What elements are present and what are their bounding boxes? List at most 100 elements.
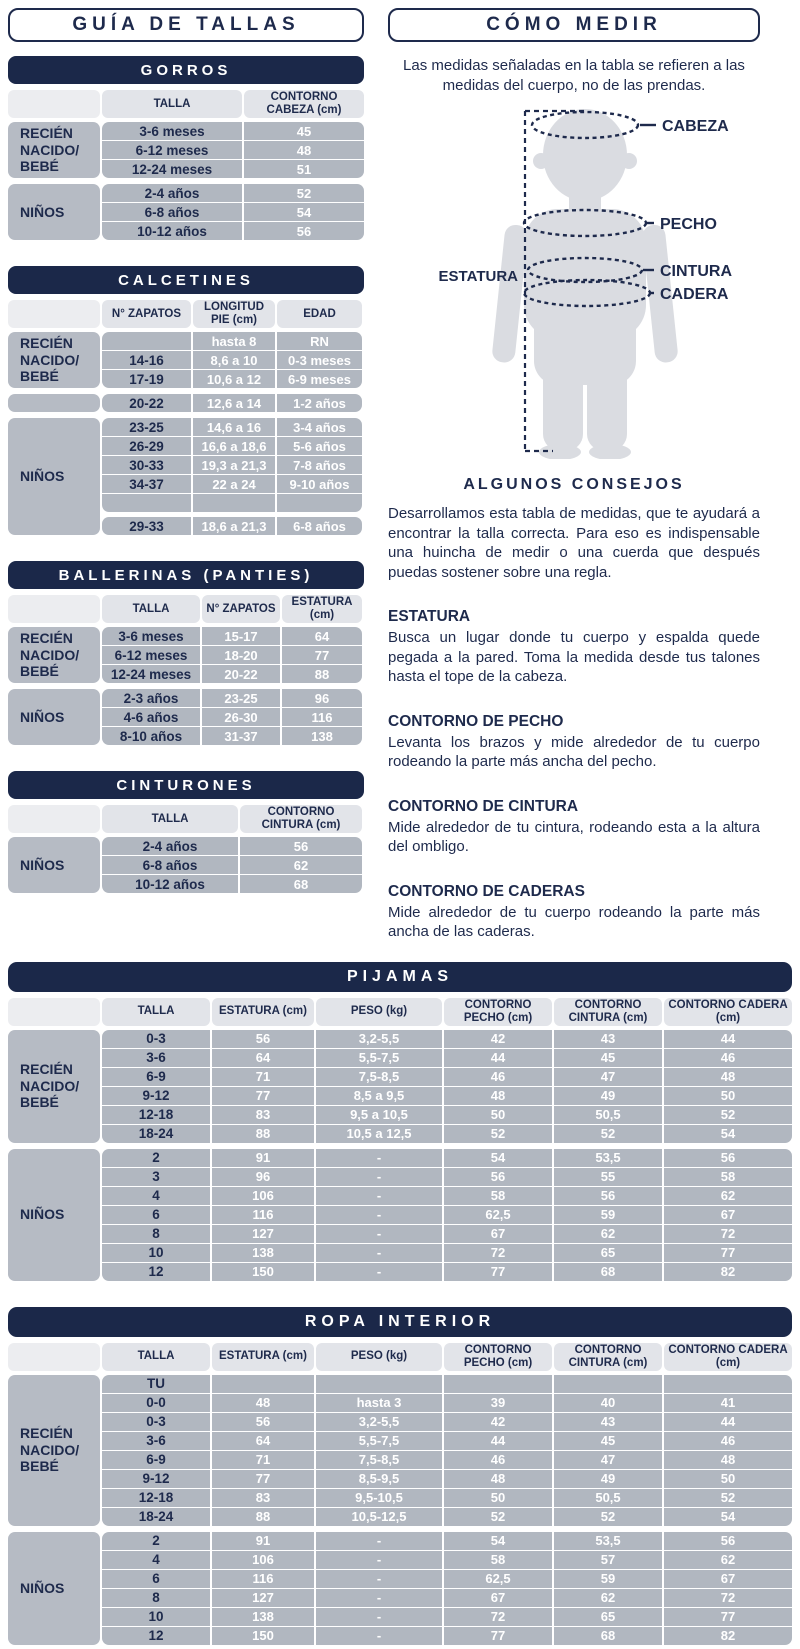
table-row: 0-3 56 3,2-5,5 42 43 44 xyxy=(102,1412,792,1431)
column-header: TALLA xyxy=(102,997,210,1026)
table-cell: 77 xyxy=(444,1626,552,1645)
table-cell: 6 xyxy=(102,1205,210,1224)
estatura-label: ESTATURA xyxy=(439,268,519,285)
table-cell: 12-24 meses xyxy=(102,160,242,178)
table-cell: 64 xyxy=(212,1048,314,1067)
table-cell: 44 xyxy=(664,1412,792,1431)
table-cell: 127 xyxy=(212,1588,314,1607)
table-band-rows: hasta 8 RN 14-16 8,6 a 10 0-3 meses 17-19 10,6… xyxy=(102,332,362,388)
table-cell: 26-29 xyxy=(102,437,191,455)
table-title-bar: CINTURONES xyxy=(8,771,364,799)
table-cell: 46 xyxy=(444,1450,552,1469)
table-band: 20-22 12,6 a 14 1-2 años xyxy=(8,394,364,412)
table-cell: 53,5 xyxy=(554,1531,662,1550)
table-cell: 65 xyxy=(554,1607,662,1626)
table-cell xyxy=(444,1374,552,1393)
table-cell: 48 xyxy=(444,1469,552,1488)
table-row-group: 29-33 18,6 a 21,3 6-8 años xyxy=(102,517,362,535)
table-cell: 48 xyxy=(212,1393,314,1412)
table-band-rows: 20-22 12,6 a 14 1-2 años xyxy=(102,394,362,412)
table-cell: 88 xyxy=(282,665,362,683)
table-row-group: 3-6 meses 15-17 64 6-12 meses 18-20 77 12-24 m… xyxy=(102,627,362,683)
table-cell: 10,5 a 12,5 xyxy=(316,1124,442,1143)
table-cell: 56 xyxy=(664,1531,792,1550)
table-row: 3-6 64 5,5-7,5 44 45 46 xyxy=(102,1048,792,1067)
table-cell: 2 xyxy=(102,1531,210,1550)
table-cell: 0-0 xyxy=(102,1393,210,1412)
cabeza-ellipse xyxy=(530,110,640,140)
table-band: NIÑOS 2 91-54 53,5 56 3 96-56 55 58 4 106-58 56 62 6 1… xyxy=(8,1148,792,1281)
table-cell: 15-17 xyxy=(202,627,280,645)
row-group-label: NIÑOS xyxy=(8,837,100,893)
table-row: 18-24 88 10,5-12,5 52 52 54 xyxy=(102,1507,792,1526)
table-cell: 116 xyxy=(282,708,362,726)
right-column: CÓMO MEDIR Las medidas señaladas en la t… xyxy=(388,8,792,942)
table-cell: 50 xyxy=(444,1105,552,1124)
row-group-label: RECIÉN NACIDO/ BEBÉ xyxy=(8,1374,100,1526)
table-cell: 2-4 años xyxy=(102,184,242,202)
table-cell: 18,6 a 21,3 xyxy=(193,517,275,535)
section-heading: CONTORNO DE CINTURA xyxy=(388,797,579,815)
table-row-group: 2-3 años 23-25 96 4-6 años 26-30 116 8-10 años… xyxy=(102,689,362,745)
table-cell: 64 xyxy=(212,1431,314,1450)
table-row: 6 116-62,5 59 67 xyxy=(102,1569,792,1588)
table-cell: 54 xyxy=(444,1148,552,1167)
table-row: 4-6 años 26-30 116 xyxy=(102,708,362,726)
table-row-group: hasta 8 RN 14-16 8,6 a 10 0-3 meses 17-19 10,6… xyxy=(102,332,362,388)
table-row: 8 127-67 62 72 xyxy=(102,1588,792,1607)
column-header: ESTATURA (cm) xyxy=(212,997,314,1026)
column-header: TALLA xyxy=(102,805,238,833)
table-cell: 0-3 xyxy=(102,1029,210,1048)
table-cell: 5-6 años xyxy=(277,437,362,455)
table-row: 12-18 83 9,5 a 10,5 50 50,5 52 xyxy=(102,1105,792,1124)
table-cell: 68 xyxy=(554,1262,662,1281)
table-cell xyxy=(102,494,191,512)
table-cell: 23-25 xyxy=(202,689,280,707)
table-cell: 82 xyxy=(664,1626,792,1645)
table-row: 10 138-72 65 77 xyxy=(102,1607,792,1626)
table-row-group: 2 91-54 53,5 56 4 106-58 57 62 6 116-62,5 59 67 8 127… xyxy=(102,1531,792,1645)
table-cell: 17-19 xyxy=(102,370,191,388)
table-cell: - xyxy=(316,1569,442,1588)
table-cell: 44 xyxy=(444,1048,552,1067)
table-cell: 106 xyxy=(212,1550,314,1569)
table-row: 26-29 16,6 a 18,6 5-6 años xyxy=(102,437,362,455)
table-row: 3 96-56 55 58 xyxy=(102,1167,792,1186)
column-header: CONTORNO CINTURA (cm) xyxy=(240,805,362,833)
table-row: 10 138-72 65 77 xyxy=(102,1243,792,1262)
table-cell: 56 xyxy=(444,1167,552,1186)
pijamas-table: PIJAMAS TALLA ESTATURA (cm) PESO (kg) CONTOR… xyxy=(8,961,792,1281)
table-band-rows: 2 91-54 53,5 56 3 96-56 55 58 4 106-58 56 62 6 116-62… xyxy=(102,1148,792,1281)
table-cell: 82 xyxy=(664,1262,792,1281)
table-row: 34-37 22 a 24 9-10 años xyxy=(102,475,362,493)
section-heading: CONTORNO DE CADERAS xyxy=(388,882,585,900)
table-cell: 3-6 xyxy=(102,1431,210,1450)
table-cell: 6-9 meses xyxy=(277,370,362,388)
table-cell: 16,6 a 18,6 xyxy=(193,437,275,455)
table-row: 6-12 meses 48 xyxy=(102,141,364,159)
table-band-rows: 3-6 meses 45 6-12 meses 48 12-24 meses 51 xyxy=(102,122,364,178)
table-cell: 50,5 xyxy=(554,1105,662,1124)
table-cell: 52 xyxy=(444,1124,552,1143)
table-cell: - xyxy=(316,1186,442,1205)
table-cell: 9-12 xyxy=(102,1469,210,1488)
column-header: ESTATURA (cm) xyxy=(212,1342,314,1371)
table-row: 29-33 18,6 a 21,3 6-8 años xyxy=(102,517,362,535)
table-cell: 6-12 meses xyxy=(102,646,200,664)
table-cell: 1-2 años xyxy=(277,394,362,412)
table-cell: 3,2-5,5 xyxy=(316,1412,442,1431)
table-corner-cell xyxy=(8,997,100,1026)
table-band-rows: 3-6 meses 15-17 64 6-12 meses 18-20 77 12-24 m… xyxy=(102,627,362,683)
table-cell: 2-4 años xyxy=(102,837,238,855)
column-header: TALLA xyxy=(102,1342,210,1371)
table-cell: 2 xyxy=(102,1148,210,1167)
column-header: CONTORNO CABEZA (cm) xyxy=(244,90,364,118)
table-cell: 44 xyxy=(444,1431,552,1450)
table-cell: 83 xyxy=(212,1105,314,1124)
table-row: 12-18 83 9,5-10,5 50 50,5 52 xyxy=(102,1488,792,1507)
table-cell: 10 xyxy=(102,1607,210,1626)
table-cell: 62 xyxy=(664,1550,792,1569)
table-cell: 3-6 meses xyxy=(102,627,200,645)
table-cell: 106 xyxy=(212,1186,314,1205)
table-band: NIÑOS 23-25 14,6 a 16 3-4 años 26-29 16,6 a 1… xyxy=(8,418,364,535)
